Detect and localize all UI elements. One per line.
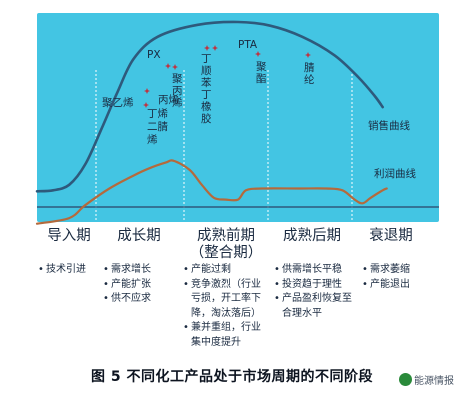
note-item: 产能扩张 — [103, 278, 175, 293]
stage-label-early-mature-sub: （整合期） — [189, 245, 263, 261]
stage-label-late-mature: 成熟后期 — [283, 228, 341, 244]
curve-label-profit: 利润曲线 — [374, 167, 416, 180]
product-markers — [143, 45, 311, 108]
product-marker — [143, 102, 149, 108]
watermark-text: 能源情报 — [414, 376, 454, 387]
sales-curve — [35, 20, 384, 193]
product-label-rubber: 丁顺苯丁橡胶 — [201, 53, 212, 125]
product-label-butene: 丁烯 — [147, 107, 168, 120]
product-marker — [172, 64, 178, 70]
note-item: 需求萎缩 — [362, 263, 432, 278]
stage-label-decline: 衰退期 — [369, 228, 413, 244]
notes-decline: 需求萎缩 产能退出 — [362, 263, 432, 292]
plot-background — [37, 13, 439, 222]
wechat-icon — [399, 373, 412, 386]
notes-late-mature: 供需增长平稳 投资趋于理性 产品盈利恢复至合理水平 — [274, 263, 356, 321]
note-item: 投资趋于理性 — [274, 278, 356, 293]
stage-label-early-mature: 成熟前期 （整合期） — [183, 224, 269, 262]
profit-curve — [35, 159, 388, 225]
product-label-pp: 聚丙烯 — [172, 73, 183, 109]
notes-intro: 技术引进 — [38, 263, 98, 278]
note-item: 供需增长平稳 — [274, 263, 356, 278]
note-item: 供不应求 — [103, 292, 175, 307]
watermark: 能源情报 — [399, 372, 454, 387]
product-marker — [255, 51, 261, 57]
product-label-acrylic: 腈纶 — [304, 61, 315, 86]
notes-early-mature: 产能过剩 竞争激烈（行业亏损，开工率下降，淘汰落后） 兼并重组，行业集中度提升 — [183, 263, 269, 350]
product-marker — [165, 63, 171, 69]
product-label-px: PX — [147, 49, 161, 61]
curve-label-sales: 销售曲线 — [368, 119, 410, 132]
stage-dividers — [95, 70, 353, 222]
note-item: 产能退出 — [362, 278, 432, 293]
product-label-pe: 聚乙烯 — [102, 96, 134, 109]
note-item: 竞争激烈（行业亏损，开工率下降，淘汰落后） — [183, 278, 269, 322]
stage-label-early-mature-main: 成熟前期 — [197, 228, 255, 244]
product-marker — [204, 45, 210, 51]
curve-labels: 销售曲线 利润曲线 — [368, 119, 416, 180]
note-item: 产能过剩 — [183, 263, 269, 278]
figure-caption: 图 5 不同化工产品处于市场周期的不同阶段 — [91, 369, 373, 385]
note-item: 技术引进 — [38, 263, 98, 278]
note-item: 产品盈利恢复至合理水平 — [274, 292, 356, 321]
product-marker — [212, 45, 218, 51]
note-item: 需求增长 — [103, 263, 175, 278]
product-label-ene: 烯 — [147, 133, 158, 146]
product-label-pta: PTA — [238, 39, 258, 51]
stage-label-intro: 导入期 — [47, 228, 91, 244]
product-label-dinitrile: 二腈 — [147, 120, 168, 133]
product-label-polyester: 聚酯 — [256, 61, 267, 85]
product-marker — [305, 52, 311, 58]
product-label-propylene: 丙烯 — [158, 93, 179, 106]
stage-label-growth: 成长期 — [117, 228, 161, 244]
series-group — [35, 20, 388, 225]
notes-growth: 需求增长 产能扩张 供不应求 — [103, 263, 175, 307]
product-marker — [144, 88, 150, 94]
note-item: 兼并重组，行业集中度提升 — [183, 321, 269, 350]
